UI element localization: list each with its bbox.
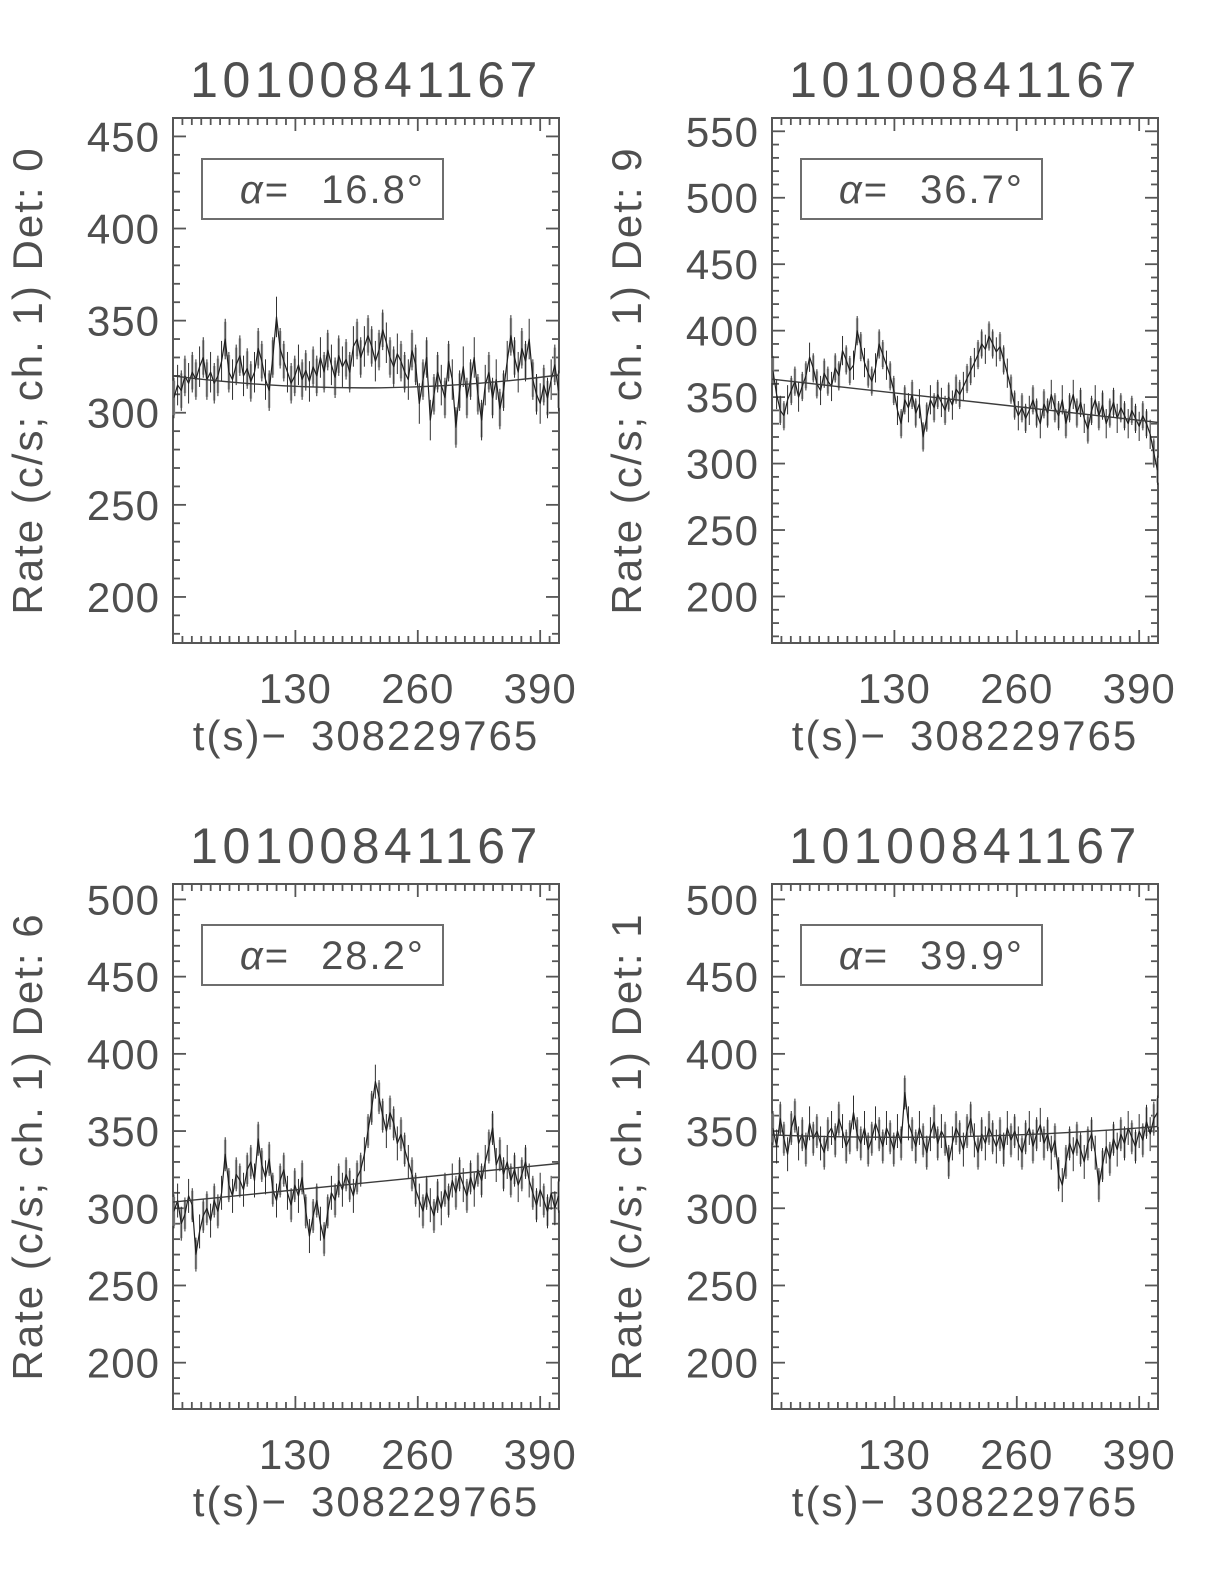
plot-title: 10100841167 xyxy=(789,52,1141,108)
y-tick-label: 400 xyxy=(87,206,160,253)
axis-ticks xyxy=(173,118,559,643)
light-curve-panel-det-0: 10100841167 Rate (c/s; ch. 1) Det: 0 200 25… xyxy=(4,52,577,759)
x-tick-label: 260 xyxy=(381,665,454,712)
x-tick-label: 130 xyxy=(259,665,332,712)
y-tick-label: 200 xyxy=(686,573,759,620)
y-tick-label: 200 xyxy=(87,1340,160,1387)
alpha-annotation: α= 16.8° xyxy=(201,158,444,220)
x-tick-label: 130 xyxy=(858,665,931,712)
alpha-box xyxy=(800,924,1043,986)
x-tick-label: 390 xyxy=(1103,665,1176,712)
x-axis-label: t(s)− 308229765 xyxy=(193,1478,539,1525)
y-tick-label: 250 xyxy=(686,507,759,554)
x-axis-label: t(s)− 308229765 xyxy=(792,1478,1138,1525)
x-tick-label: 390 xyxy=(1103,1431,1176,1478)
y-axis-label: Rate (c/s; ch. 1) Det: 6 xyxy=(4,912,51,1380)
trend-line xyxy=(172,1162,560,1203)
y-tick-label: 350 xyxy=(686,374,759,421)
alpha-prefix: α= xyxy=(839,168,889,212)
light-curve-panel-det-6: 10100841167 Rate (c/s; ch. 1) Det: 6 200 25… xyxy=(4,818,577,1525)
y-tick-label: 300 xyxy=(686,1185,759,1232)
alpha-annotation: α= 39.9° xyxy=(800,924,1043,986)
x-axis-label: t(s)− 308229765 xyxy=(193,712,539,759)
y-tick-label: 450 xyxy=(686,241,759,288)
plot-title: 10100841167 xyxy=(789,818,1141,874)
y-tick-label: 300 xyxy=(87,1185,160,1232)
y-tick-label: 500 xyxy=(686,876,759,923)
x-tick-label: 260 xyxy=(381,1431,454,1478)
alpha-value: 16.8° xyxy=(321,168,425,212)
y-tick-label: 450 xyxy=(87,954,160,1001)
error-bars-gray xyxy=(172,1082,560,1270)
x-tick-label: 260 xyxy=(980,1431,1053,1478)
y-tick-label: 450 xyxy=(87,113,160,160)
light-curve-panel-det-1: 10100841167 Rate (c/s; ch. 1) Det: 1 200 25… xyxy=(603,818,1176,1525)
y-tick-label: 500 xyxy=(87,876,160,923)
y-tick-label: 350 xyxy=(686,1108,759,1155)
alpha-prefix: α= xyxy=(839,934,889,978)
x-tick-label: 390 xyxy=(504,1431,577,1478)
y-tick-label: 450 xyxy=(686,954,759,1001)
trend-line xyxy=(771,1125,1159,1138)
alpha-value: 28.2° xyxy=(321,934,425,978)
x-tick-label: 260 xyxy=(980,665,1053,712)
data-line xyxy=(173,316,560,429)
alpha-annotation: α= 28.2° xyxy=(201,924,444,986)
y-tick-label: 400 xyxy=(686,308,759,355)
alpha-prefix: α= xyxy=(240,168,290,212)
x-tick-label: 390 xyxy=(504,665,577,712)
y-tick-label: 350 xyxy=(87,1108,160,1155)
plot-title: 10100841167 xyxy=(190,818,542,874)
x-tick-label: 130 xyxy=(858,1431,931,1478)
axis-ticks xyxy=(772,118,1158,643)
trend-line xyxy=(771,378,1159,424)
y-tick-label: 500 xyxy=(686,175,759,222)
alpha-box xyxy=(201,924,444,986)
y-tick-label: 200 xyxy=(686,1340,759,1387)
alpha-box xyxy=(800,158,1043,220)
alpha-annotation: α= 36.7° xyxy=(800,158,1043,220)
y-axis-label: Rate (c/s; ch. 1) Det: 0 xyxy=(4,146,51,614)
alpha-box xyxy=(201,158,444,220)
axis-ticks xyxy=(173,884,559,1409)
data-line xyxy=(772,330,1159,471)
y-tick-label: 300 xyxy=(686,441,759,488)
y-tick-label: 250 xyxy=(87,1262,160,1309)
data-line xyxy=(173,1080,560,1256)
y-tick-label: 250 xyxy=(87,482,160,529)
trend-line xyxy=(172,374,560,389)
plot-title: 10100841167 xyxy=(190,52,542,108)
y-tick-label: 200 xyxy=(87,574,160,621)
light-curve-panel-det-9: 10100841167 Rate (c/s; ch. 1) Det: 9 200 25… xyxy=(603,52,1176,759)
y-axis-label: Rate (c/s; ch. 1) Det: 1 xyxy=(603,912,650,1380)
x-axis-label: t(s)− 308229765 xyxy=(792,712,1138,759)
y-tick-label: 350 xyxy=(87,298,160,345)
alpha-prefix: α= xyxy=(240,934,290,978)
y-tick-label: 400 xyxy=(686,1031,759,1078)
y-tick-label: 250 xyxy=(686,1262,759,1309)
data-line xyxy=(772,1091,1159,1186)
alpha-value: 39.9° xyxy=(920,934,1024,978)
y-axis-label: Rate (c/s; ch. 1) Det: 9 xyxy=(603,146,650,614)
axis-ticks xyxy=(772,884,1158,1409)
y-tick-label: 550 xyxy=(686,108,759,155)
alpha-value: 36.7° xyxy=(920,168,1024,212)
y-tick-label: 300 xyxy=(87,390,160,437)
y-tick-label: 400 xyxy=(87,1031,160,1078)
x-tick-label: 130 xyxy=(259,1431,332,1478)
